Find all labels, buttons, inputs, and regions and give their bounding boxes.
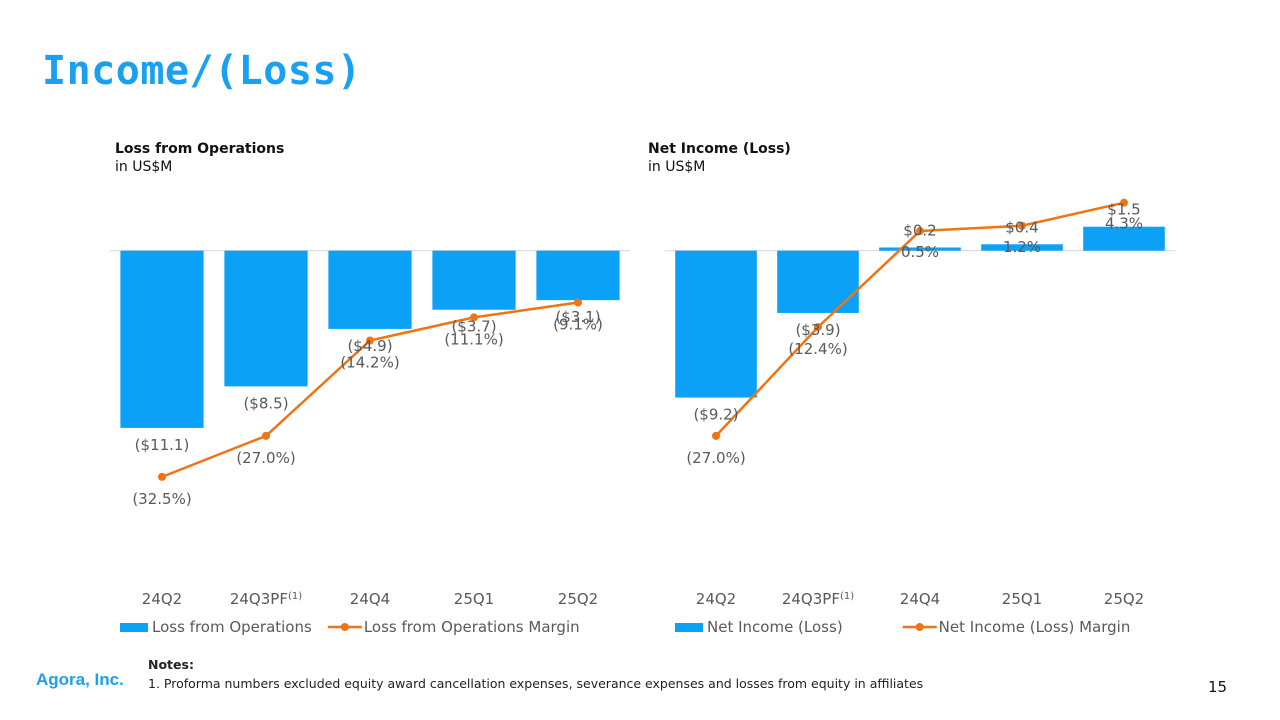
legend-line-marker — [340, 623, 349, 631]
bar — [981, 244, 1063, 251]
line-point — [574, 298, 582, 307]
line-data-label: (11.1%) — [444, 330, 503, 348]
page-number: 15 — [1208, 678, 1228, 696]
line-data-label: 0.5% — [901, 243, 939, 261]
page-title: Income/(Loss) — [42, 48, 362, 94]
chart-title: Net Income (Loss) — [648, 141, 791, 157]
legend-line-marker — [915, 623, 924, 631]
chart-subtitle: in US$M — [648, 159, 706, 175]
x-tick-label: 24Q3PF(1) — [230, 590, 302, 608]
line-data-label: (14.2%) — [340, 354, 399, 372]
x-tick-label: 25Q1 — [454, 590, 494, 608]
line-point — [1018, 221, 1026, 230]
line-data-label: (27.0%) — [236, 449, 295, 467]
note-item: 1. Proforma numbers excluded equity awar… — [148, 676, 924, 691]
line-point — [366, 336, 374, 345]
bar — [777, 250, 859, 313]
bar — [675, 250, 757, 398]
line-point — [470, 313, 478, 322]
bar — [1083, 226, 1165, 251]
footnote-superscript: (1) — [288, 591, 302, 602]
company-logo: Agora, Inc. — [36, 670, 124, 689]
line-point — [712, 431, 720, 440]
bar-data-label: ($3.7) — [451, 318, 496, 336]
bar — [120, 250, 204, 428]
bar — [879, 247, 961, 251]
line-data-label: (27.0%) — [686, 449, 745, 467]
line-data-label: 4.3% — [1105, 215, 1143, 233]
bar — [432, 250, 516, 310]
bar-data-label: ($3.9) — [795, 321, 840, 339]
bar-data-label: $0.4 — [1005, 218, 1038, 236]
bar — [328, 250, 412, 329]
line-data-label: (12.4%) — [788, 340, 847, 358]
chart-title: Loss from Operations — [115, 141, 285, 157]
line-data-label: (32.5%) — [132, 490, 191, 508]
x-tick-label: 24Q2 — [142, 590, 182, 608]
legend-bar-label: Loss from Operations — [152, 618, 312, 636]
net-income-chart: ($9.2) ($3.9) $0.2 $0.4 $1.5 (27.0%) (12.4%) 0.… — [665, 198, 1175, 636]
x-tick-label: 25Q1 — [1002, 590, 1042, 608]
notes-title: Notes: — [148, 657, 194, 672]
legend-line-label: Loss from Operations Margin — [364, 618, 580, 636]
footnote-superscript: (1) — [840, 591, 854, 602]
loss-from-operations-chart: ($11.1) ($8.5) ($4.9) ($3.7) ($3.1) (32.5%) (2… — [110, 250, 630, 636]
bar-data-label: ($8.5) — [243, 394, 288, 412]
x-tick-label: 24Q4 — [900, 590, 940, 608]
line-point — [1120, 198, 1128, 207]
line-point — [262, 431, 270, 440]
x-tick-label: 24Q4 — [350, 590, 390, 608]
bar-data-label: ($11.1) — [135, 436, 190, 454]
legend-bar-label: Net Income (Loss) — [707, 618, 843, 636]
bar-data-label: ($4.9) — [347, 337, 392, 355]
bar — [536, 250, 620, 301]
legend-line-label: Net Income (Loss) Margin — [939, 618, 1131, 636]
bar-data-label: ($3.1) — [555, 308, 600, 326]
chart-heading-operations: Loss from Operations in US$M — [115, 140, 284, 176]
x-tick-label: 25Q2 — [1104, 590, 1144, 608]
bar-data-label: ($9.2) — [693, 406, 738, 424]
bar-data-label: $1.5 — [1107, 201, 1140, 219]
legend: Net Income (Loss) Net Income (Loss) Margi… — [675, 618, 1130, 636]
legend: Loss from Operations Loss from Operations… — [120, 618, 580, 636]
legend-bar-swatch — [120, 623, 148, 632]
legend-bar-swatch — [675, 623, 703, 632]
chart-heading-net-income: Net Income (Loss) in US$M — [648, 140, 791, 176]
line-data-label: (9.1%) — [553, 316, 603, 334]
bar-data-label: $0.2 — [903, 221, 936, 239]
notes: Notes: 1. Proforma numbers excluded equi… — [148, 657, 923, 691]
line-point — [916, 226, 924, 235]
x-tick-label: 24Q2 — [696, 590, 736, 608]
line-point — [158, 472, 166, 481]
line-point — [814, 323, 822, 332]
bar — [224, 250, 308, 387]
line-data-label: 1.2% — [1003, 238, 1041, 256]
x-tick-label: 25Q2 — [558, 590, 598, 608]
chart-subtitle: in US$M — [115, 159, 173, 175]
x-tick-label: 24Q3PF(1) — [782, 590, 854, 608]
